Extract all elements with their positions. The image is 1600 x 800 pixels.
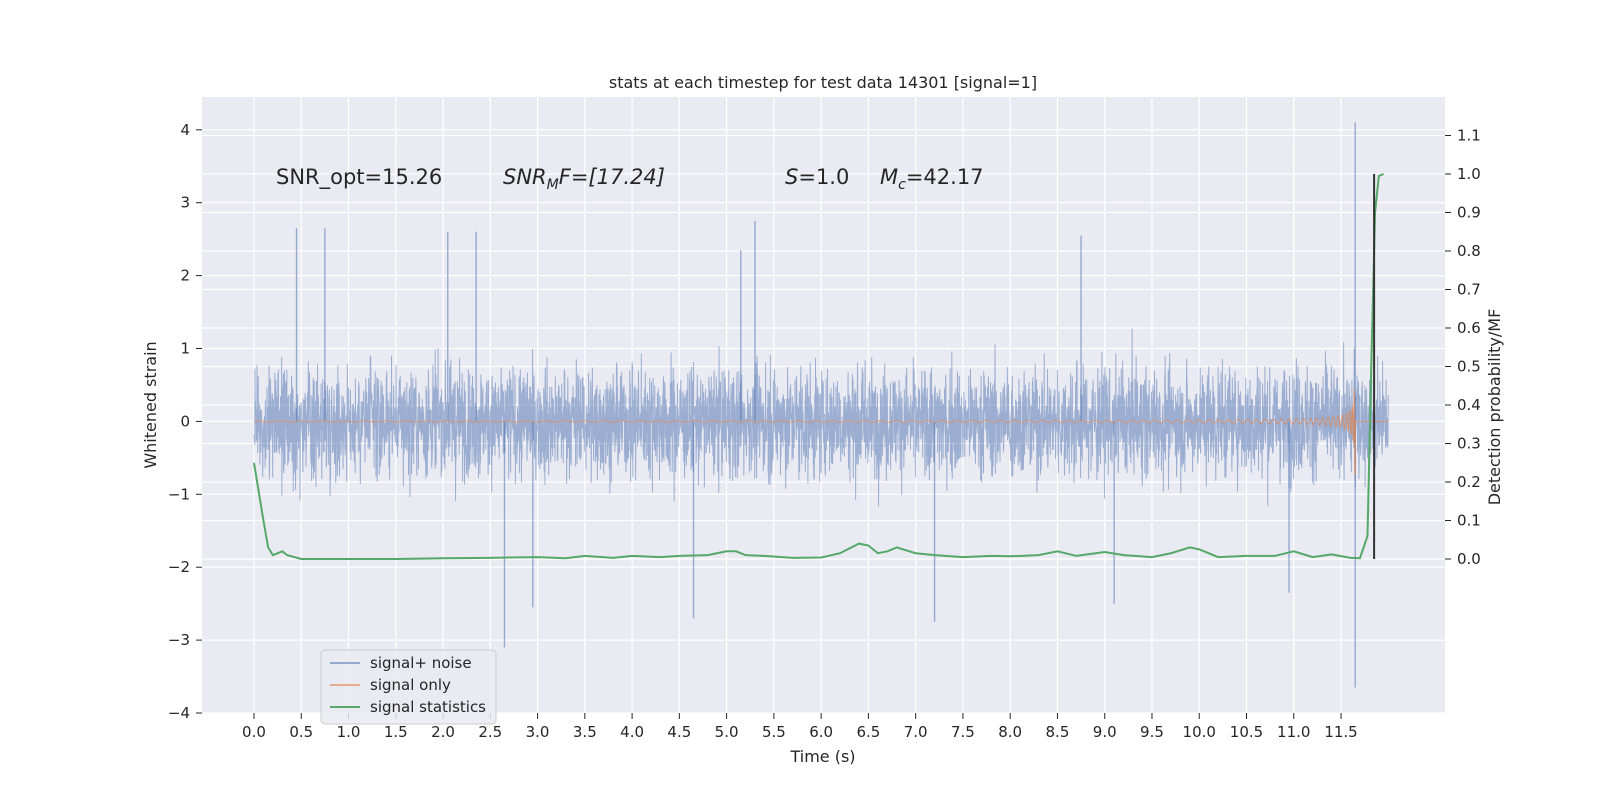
legend: signal+ noise signal only signal statist… (320, 649, 497, 725)
x-tick-label: 5.5 (762, 723, 786, 741)
x-axis-ticks: 0.0 0.5 1.0 1.5 2.0 2.5 3.0 3.5 4.0 4.5 5.0 5.5 6.0 6… (242, 713, 1358, 741)
legend-label-noise: signal+ noise (370, 654, 472, 672)
y-right-tick-label: 0.3 (1457, 435, 1481, 453)
x-axis-label: Time (s) (789, 747, 855, 766)
x-tick-label: 0.0 (242, 723, 266, 741)
x-tick-label: 9.0 (1093, 723, 1117, 741)
y-left-tick-label: 2 (180, 267, 190, 285)
x-tick-label: 6.0 (809, 723, 833, 741)
x-tick-label: 8.0 (998, 723, 1022, 741)
x-tick-label: 3.0 (526, 723, 550, 741)
annotation-s: S=1.0 (785, 165, 849, 189)
annotation-snr-mf: SNRMF=[17.24] (503, 165, 665, 193)
y-right-axis-label: Detection probability/MF (1485, 309, 1504, 506)
legend-label-signal: signal only (370, 676, 451, 694)
y-right-tick-label: 1.0 (1457, 165, 1481, 183)
x-tick-label: 10.0 (1183, 723, 1216, 741)
series-signal-only (253, 389, 1389, 475)
x-tick-label: 6.5 (856, 723, 880, 741)
y-right-tick-label: 0.2 (1457, 473, 1481, 491)
x-tick-label: 11.0 (1277, 723, 1310, 741)
x-tick-label: 1.0 (337, 723, 361, 741)
y-left-tick-label: −4 (168, 704, 190, 722)
y-left-tick-label: 1 (180, 340, 190, 358)
x-tick-label: 11.5 (1324, 723, 1357, 741)
y-left-tick-label: −3 (168, 631, 190, 649)
y-left-tick-label: −2 (168, 558, 190, 576)
x-tick-label: 4.5 (667, 723, 691, 741)
x-tick-label: 7.5 (951, 723, 975, 741)
x-tick-label: 10.5 (1230, 723, 1263, 741)
x-tick-label: 2.0 (431, 723, 455, 741)
y-left-tick-label: −1 (168, 485, 190, 503)
y-right-tick-label: 0.9 (1457, 204, 1481, 222)
series-signal-statistics (253, 173, 1384, 560)
signal-only-line (253, 389, 1389, 475)
x-tick-label: 4.0 (620, 723, 644, 741)
x-tick-label: 2.5 (478, 723, 502, 741)
x-tick-label: 0.5 (289, 723, 313, 741)
x-tick-label: 9.5 (1140, 723, 1164, 741)
y-right-tick-label: 0.4 (1457, 396, 1481, 414)
y-left-tick-label: 3 (180, 194, 190, 212)
x-tick-label: 1.5 (384, 723, 408, 741)
y-right-tick-label: 1.1 (1457, 127, 1481, 145)
y-right-tick-label: 0.0 (1457, 550, 1481, 568)
x-tick-label: 7.0 (904, 723, 928, 741)
legend-label-stats: signal statistics (370, 698, 486, 716)
x-tick-label: 3.5 (573, 723, 597, 741)
y-right-tick-label: 0.1 (1457, 512, 1481, 530)
annotation-snr-opt: SNR_opt=15.26 (276, 165, 442, 190)
x-tick-label: 8.5 (1046, 723, 1070, 741)
y-right-tick-label: 0.8 (1457, 242, 1481, 260)
y-left-tick-label: 0 (180, 412, 190, 430)
y-left-tick-label: 4 (180, 121, 190, 139)
y-right-axis-ticks: 0.0 0.1 0.2 0.3 0.4 0.5 0.6 0.7 0.8 0.9 1.0 1.1 (1445, 127, 1481, 568)
y-left-axis-label: Whitened strain (141, 341, 160, 468)
x-tick-label: 5.0 (715, 723, 739, 741)
y-right-tick-label: 0.6 (1457, 319, 1481, 337)
y-right-tick-label: 0.7 (1457, 281, 1481, 299)
y-right-tick-label: 0.5 (1457, 358, 1481, 376)
chart-title: stats at each timestep for test data 143… (609, 73, 1037, 92)
signal-plus-noise-line (253, 328, 1389, 507)
signal-statistics-line (253, 173, 1384, 560)
legend-box (320, 649, 497, 725)
annotation-mc: Mc=42.17 (880, 165, 984, 193)
y-left-axis-ticks: −4 −3 −2 −1 0 1 2 3 4 (168, 121, 202, 722)
